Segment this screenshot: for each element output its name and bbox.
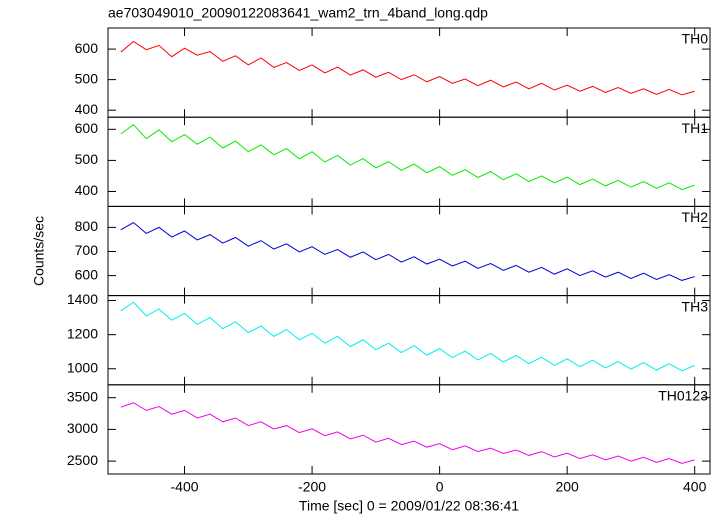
y-tick-label: 1400 (67, 291, 98, 307)
y-tick-label: 2500 (67, 452, 98, 468)
x-tick-label: 200 (555, 479, 579, 495)
panel-frame (107, 295, 711, 386)
panel-label: TH1 (682, 120, 709, 136)
panel-label: TH3 (682, 298, 709, 314)
y-tick-label: 600 (75, 120, 99, 136)
data-line (120, 301, 695, 372)
y-tick-label: 700 (75, 242, 99, 258)
data-line (120, 40, 695, 96)
y-tick-label: 1000 (67, 359, 98, 375)
data-line (120, 221, 695, 281)
panel-frame (107, 27, 711, 118)
panel-label: TH0123 (658, 388, 708, 404)
data-line (120, 402, 695, 464)
y-tick-label: 600 (75, 266, 99, 282)
panel-frame (107, 116, 711, 207)
panel-frame (107, 384, 711, 475)
y-tick-label: 400 (75, 182, 99, 198)
x-axis-label: Time [sec] 0 = 2009/01/22 08:36:41 (299, 498, 519, 514)
panel-label: TH0 (682, 31, 709, 47)
chart-title: ae703049010_20090122083641_wam2_trn_4ban… (108, 5, 488, 21)
x-tick-label: 400 (683, 479, 707, 495)
y-axis-label: Counts/sec (31, 216, 47, 286)
y-tick-label: 500 (75, 70, 99, 86)
panel-frame (107, 205, 711, 297)
y-tick-label: 3500 (67, 388, 98, 404)
x-tick-label: -200 (298, 479, 326, 495)
data-line (120, 123, 695, 191)
y-tick-label: 3000 (67, 420, 98, 436)
x-tick-label: 0 (436, 479, 444, 495)
y-tick-label: 1200 (67, 325, 98, 341)
y-tick-label: 800 (75, 218, 99, 234)
x-tick-label: -400 (171, 479, 199, 495)
y-tick-label: 600 (75, 40, 99, 56)
y-tick-label: 400 (75, 101, 99, 117)
y-tick-label: 500 (75, 151, 99, 167)
panel-label: TH2 (682, 209, 709, 225)
